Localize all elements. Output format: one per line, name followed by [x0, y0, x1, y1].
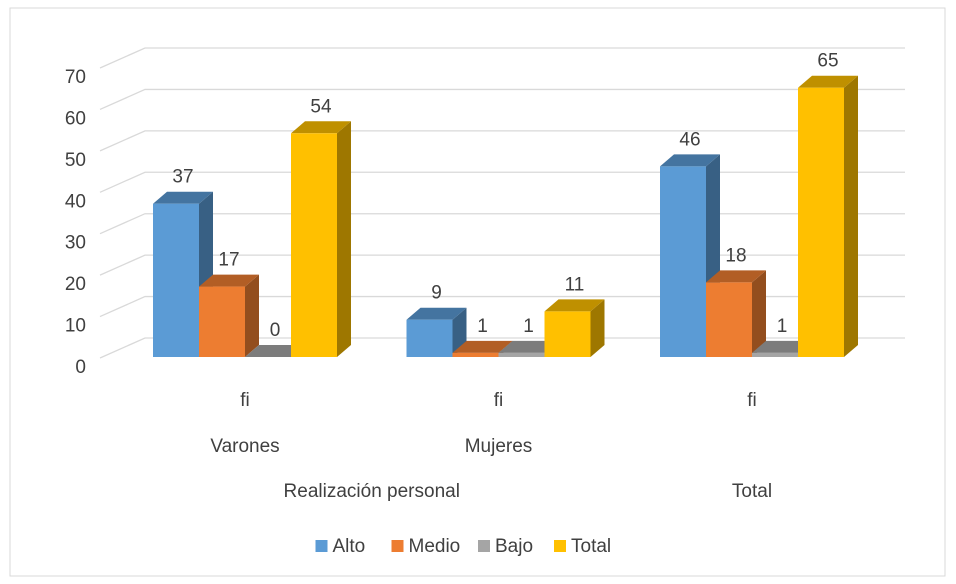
bar-top — [752, 340, 812, 353]
bar-side — [844, 75, 858, 357]
legend-label: Medio — [409, 536, 461, 557]
legend-swatch — [315, 540, 328, 552]
bar-top — [452, 340, 513, 353]
data-label: 1 — [477, 316, 488, 337]
data-label: 54 — [310, 96, 332, 117]
x-tick-label: fi — [240, 390, 250, 411]
bar-top — [706, 270, 766, 283]
bar-top — [544, 299, 605, 312]
legend-swatch — [478, 540, 490, 552]
bar — [406, 319, 453, 357]
data-label: 9 — [431, 283, 442, 304]
x-tick-label: fi — [494, 390, 504, 411]
data-label: 37 — [172, 167, 193, 188]
bar-side — [245, 274, 259, 357]
grid-line — [99, 47, 905, 69]
x-group-label: Realización personal — [284, 481, 460, 502]
grid-line — [99, 213, 905, 235]
y-tick-label: 10 — [65, 316, 86, 337]
y-tick-label: 20 — [65, 274, 86, 295]
bar — [544, 311, 591, 357]
legend-label: Bajo — [495, 536, 533, 557]
bar — [752, 352, 798, 357]
y-tick-label: 30 — [65, 233, 86, 254]
y-tick-label: 50 — [65, 150, 86, 171]
data-label: 46 — [679, 129, 700, 150]
y-tick-label: 60 — [65, 108, 86, 129]
data-label: 11 — [565, 274, 585, 295]
bar — [199, 286, 245, 357]
grid-line — [99, 337, 905, 359]
bar-top — [199, 274, 259, 287]
legend-swatch — [391, 540, 404, 552]
data-label: 0 — [270, 320, 281, 341]
bar-side — [752, 270, 766, 357]
bar — [153, 203, 199, 357]
bar-top — [291, 121, 351, 134]
bar-side — [590, 299, 605, 357]
x-subcategory-label: Varones — [210, 436, 279, 457]
bar-top — [498, 340, 559, 353]
grid-line — [99, 130, 905, 152]
data-label: 18 — [725, 245, 746, 266]
x-tick-label: fi — [747, 390, 757, 411]
grid-line — [99, 171, 905, 193]
data-label: 1 — [777, 316, 788, 337]
legend-swatch — [554, 540, 566, 552]
bar — [798, 87, 844, 357]
legend-label: Total — [571, 536, 611, 557]
bar-top — [660, 154, 720, 167]
bar-top — [153, 191, 213, 204]
data-label: 17 — [218, 250, 239, 271]
y-tick-label: 0 — [75, 357, 86, 378]
bar — [291, 133, 337, 357]
grid-line — [99, 88, 905, 111]
bar-top — [798, 75, 858, 88]
x-group-label: Total — [732, 481, 772, 502]
bar-top — [245, 345, 305, 357]
data-label: 65 — [817, 51, 838, 72]
y-tick-label: 40 — [65, 191, 86, 212]
bar — [498, 352, 545, 357]
bar — [706, 282, 752, 357]
bar — [660, 166, 706, 357]
data-label: 1 — [523, 316, 534, 337]
bar-top — [406, 307, 467, 320]
x-subcategory-label: Mujeres — [465, 436, 533, 457]
bar — [452, 352, 499, 357]
bar-side — [337, 121, 351, 358]
y-tick-label: 70 — [65, 67, 86, 88]
grid-line — [99, 254, 905, 276]
grid-line — [99, 295, 905, 318]
legend-label: Alto — [333, 536, 366, 557]
